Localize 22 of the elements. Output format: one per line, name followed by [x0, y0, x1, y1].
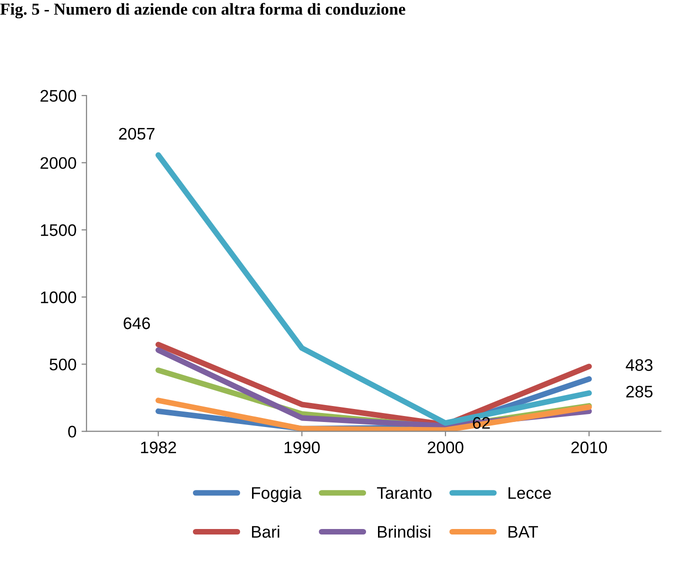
legend-label: Lecce — [508, 487, 551, 499]
legend-label: Taranto — [377, 487, 432, 499]
x-tick-label: 2010 — [571, 442, 607, 454]
y-tick-label: 0 — [68, 426, 76, 438]
y-tick-label: 2500 — [40, 90, 76, 102]
y-tick-label: 1000 — [40, 291, 76, 304]
legend-label: BAT — [508, 526, 538, 538]
y-tick-label: 2000 — [40, 157, 76, 169]
legend-label: Brindisi — [378, 526, 430, 538]
annotation: 285 — [626, 386, 653, 398]
x-tick-label: 2000 — [428, 442, 464, 454]
y-tick-label: 1500 — [40, 224, 76, 236]
annotation: 62 — [472, 417, 490, 429]
x-tick-label: 1990 — [284, 442, 320, 454]
y-tick-label: 500 — [50, 358, 76, 370]
chart-title: Fig. 5 - Numero di aziende con altra forma di conduzione — [0, 2, 406, 18]
legend-label: Foggia — [252, 486, 302, 502]
legend-label: Bari — [252, 526, 280, 538]
annotation: 483 — [626, 359, 652, 371]
annotation: 646 — [124, 317, 150, 330]
x-tick-label: 1982 — [141, 442, 176, 454]
annotation: 2057 — [119, 128, 154, 140]
